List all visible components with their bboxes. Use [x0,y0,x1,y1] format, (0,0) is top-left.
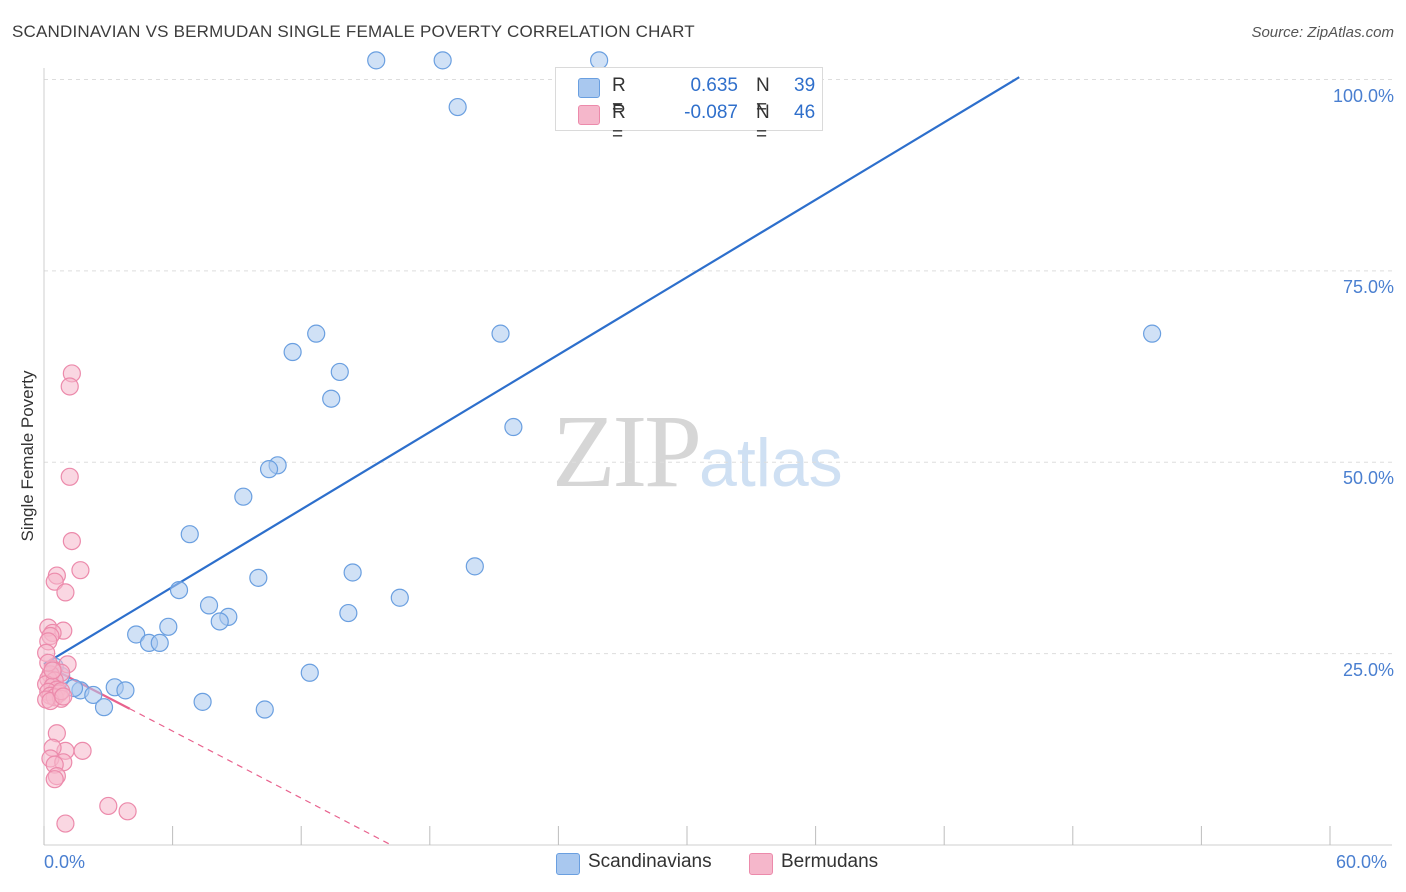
data-point-scandinavians [491,324,510,343]
data-point-scandinavians [343,563,362,582]
legend-swatch-blue [578,78,600,98]
axes [43,68,1392,846]
data-point-scandinavians [259,460,279,479]
data-point-scandinavians [193,692,212,711]
y-axis-label: Single Female Poverty [18,370,37,542]
data-point-scandinavians [159,617,178,636]
data-point-scandinavians [465,557,484,576]
watermark-zip: ZIP [552,394,702,509]
data-point-bermudans [45,572,64,591]
data-point-scandinavians [249,568,268,587]
data-point-scandinavians [180,525,199,544]
data-point-scandinavians [1143,324,1162,343]
x-tick-label: 60.0% [1336,852,1388,872]
data-point-scandinavians [150,633,169,653]
data-point-bermudans [60,377,79,396]
legend-n-label: N = [756,75,770,118]
legend-r-value: 0.635 [690,75,738,96]
data-point-scandinavians [169,580,189,600]
data-point-bermudans [71,561,90,580]
trendline-scandinavians [43,76,1020,666]
correlation-legend: R = 0.635 N = 39 R = -0.087 N = 46 [555,67,823,145]
data-point-scandinavians [127,625,146,644]
data-point-bermudans [62,531,81,551]
data-point-scandinavians [307,324,326,343]
data-point-scandinavians [84,685,103,705]
legend-n-value: 46 [794,102,816,123]
y-tick-label: 100.0% [1332,86,1394,106]
data-point-scandinavians [255,700,274,719]
chart-title: SCANDINAVIAN VS BERMUDAN SINGLE FEMALE P… [12,22,695,41]
x-tick-label: 0.0% [44,852,86,872]
data-point-bermudans [45,770,64,789]
data-point-scandinavians [322,389,341,408]
y-tick-label: 25.0% [1342,660,1394,680]
data-point-bermudans [54,687,73,706]
data-point-scandinavians [367,51,386,70]
legend-swatch-pink [578,105,600,125]
legend-label: Bermudans [781,851,879,872]
legend-label: Scandinavians [588,851,712,872]
source-credit: Source: ZipAtlas.com [1251,24,1394,41]
trendline-bermudans [129,708,392,846]
data-point-scandinavians [116,681,135,700]
legend-r-label: R = [612,102,626,145]
data-point-scandinavians [94,698,114,717]
watermark-atlas: atlas [699,425,843,501]
data-point-bermudans [99,796,118,816]
y-tick-label: 50.0% [1342,468,1394,488]
data-point-scandinavians [330,362,349,382]
legend-n-value: 39 [794,75,816,96]
legend-r-label: R = [612,75,626,118]
data-point-bermudans [118,802,137,821]
data-point-scandinavians [210,612,229,631]
watermark: ZIPatlas [552,392,843,511]
data-point-scandinavians [199,596,219,615]
data-point-bermudans [43,661,62,680]
data-point-bermudans [56,583,75,602]
y-tick-label: 75.0% [1342,277,1394,297]
data-point-scandinavians [433,51,452,70]
data-point-scandinavians [504,417,523,437]
bermudans-points [37,364,137,833]
data-point-scandinavians [234,487,253,506]
data-point-bermudans [60,467,79,486]
data-point-scandinavians [283,342,302,362]
legend-swatch-blue [556,853,580,875]
data-point-scandinavians [448,97,467,117]
legend-swatch-pink [749,853,773,875]
gridlines [44,79,1392,655]
scandinavians-points [45,51,1162,719]
data-point-bermudans [56,814,75,833]
data-point-scandinavians [300,663,319,682]
data-point-scandinavians [339,603,358,623]
legend-r-value: -0.087 [684,102,738,123]
legend-n-label: N = [756,102,770,145]
data-point-scandinavians [390,588,409,607]
data-point-bermudans [73,741,92,760]
trendlines [43,76,1020,846]
